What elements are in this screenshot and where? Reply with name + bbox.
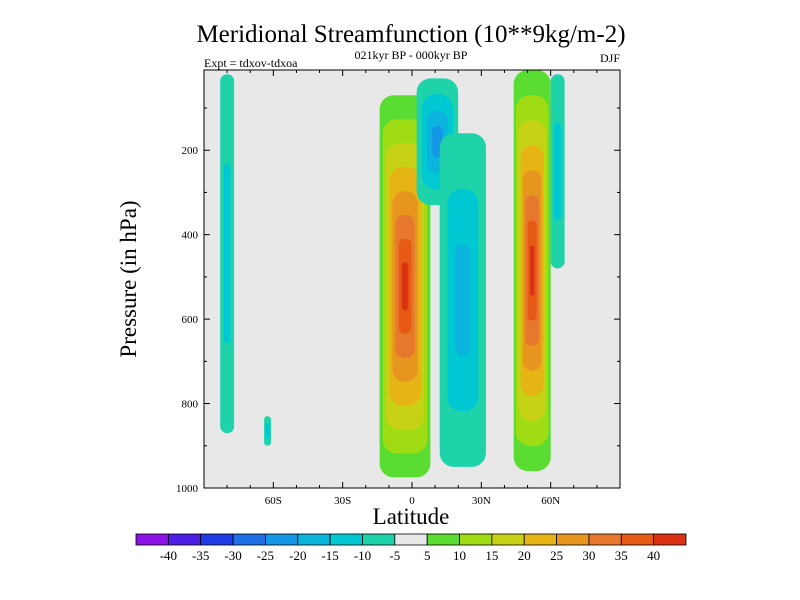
- y-tick-label: 400: [182, 230, 199, 242]
- y-tick-label: 1000: [176, 483, 199, 495]
- colorbar-swatch: [556, 533, 590, 546]
- colorbar-label: 10: [453, 548, 466, 563]
- colorbar-label: -5: [389, 548, 400, 563]
- contour-feature-1: [264, 416, 271, 446]
- chart-subtitle-right: DJF: [600, 51, 620, 65]
- colorbar-swatch: [653, 533, 687, 546]
- colorbar-label: 15: [485, 548, 498, 563]
- chart-title: Meridional Streamfunction (10**9kg/m-2): [196, 21, 625, 48]
- contour-level-neg15: [455, 244, 471, 356]
- y-axis-ticks: 200 400 600 800 1000: [176, 107, 620, 495]
- y-tick-label: 600: [182, 314, 199, 326]
- x-axis-label: Latitude: [373, 504, 450, 529]
- colorbar-label: -40: [160, 548, 177, 563]
- colorbar-swatch: [265, 533, 299, 546]
- contour-level-neg10: [223, 163, 231, 344]
- contour-feature-0: [220, 74, 235, 434]
- colorbar-swatch: [588, 533, 622, 546]
- y-tick-label: 800: [182, 399, 199, 411]
- colorbar-swatch: [620, 533, 655, 546]
- colorbar-label: -30: [224, 548, 241, 563]
- colorbar-swatch: [329, 533, 363, 546]
- colorbar-label: -35: [192, 548, 209, 563]
- plot-area: [203, 69, 621, 489]
- colorbar-swatch: [167, 533, 202, 546]
- contour-feature-6: [550, 74, 565, 269]
- colorbar-swatch: [297, 533, 331, 546]
- colorbar-label: 30: [582, 548, 595, 563]
- x-axis-ticks: 60S 30S 0 30N 60N: [226, 70, 598, 507]
- x-tick-label: 30S: [334, 495, 351, 507]
- contour-feature-2: [379, 95, 431, 478]
- colorbar-label: 5: [424, 548, 431, 563]
- x-tick-label: 60N: [541, 495, 560, 507]
- y-tick-label: 200: [182, 145, 199, 157]
- colorbar-swatch: [200, 533, 234, 546]
- colorbar-label: 40: [647, 548, 660, 563]
- colorbar: -40 -35 -30 -25 -20 -15 -10 -5 5 10 15 20 25 30 35 40: [135, 533, 687, 563]
- colorbar-label: -25: [257, 548, 274, 563]
- colorbar-swatch: [394, 533, 428, 546]
- contour-feature-5: [513, 70, 551, 472]
- colorbar-swatch: [491, 533, 525, 546]
- y-axis-label: Pressure (in hPa): [116, 200, 141, 357]
- chart-subtitle-left: Expt = tdxov-tdxoa: [204, 56, 298, 70]
- colorbar-swatch: [135, 533, 169, 546]
- contour-field: [220, 70, 565, 478]
- colorbar-swatch: [459, 533, 493, 546]
- colorbar-swatch: [523, 533, 557, 546]
- colorbar-swatch: [362, 533, 396, 546]
- contour-level-neg10: [265, 423, 270, 439]
- colorbar-label: 20: [518, 548, 531, 563]
- contour-level-neg10: [554, 122, 561, 220]
- colorbar-label: 35: [615, 548, 628, 563]
- colorbar-swatch: [232, 533, 266, 546]
- x-tick-label: 30N: [472, 495, 491, 507]
- colorbar-label: -15: [321, 548, 338, 563]
- colorbar-swatch: [426, 533, 460, 546]
- contour-level-40: [401, 262, 409, 311]
- colorbar-label: -10: [354, 548, 371, 563]
- x-tick-label: 60S: [265, 495, 282, 507]
- x-tick-label: 0: [409, 495, 415, 507]
- colorbar-label: -20: [289, 548, 306, 563]
- contour-level-40: [529, 245, 535, 296]
- colorbar-label: 25: [550, 548, 563, 563]
- contour-feature-4: [439, 133, 486, 467]
- chart-subtitle-center: 021kyr BP - 000kyr BP: [355, 48, 468, 62]
